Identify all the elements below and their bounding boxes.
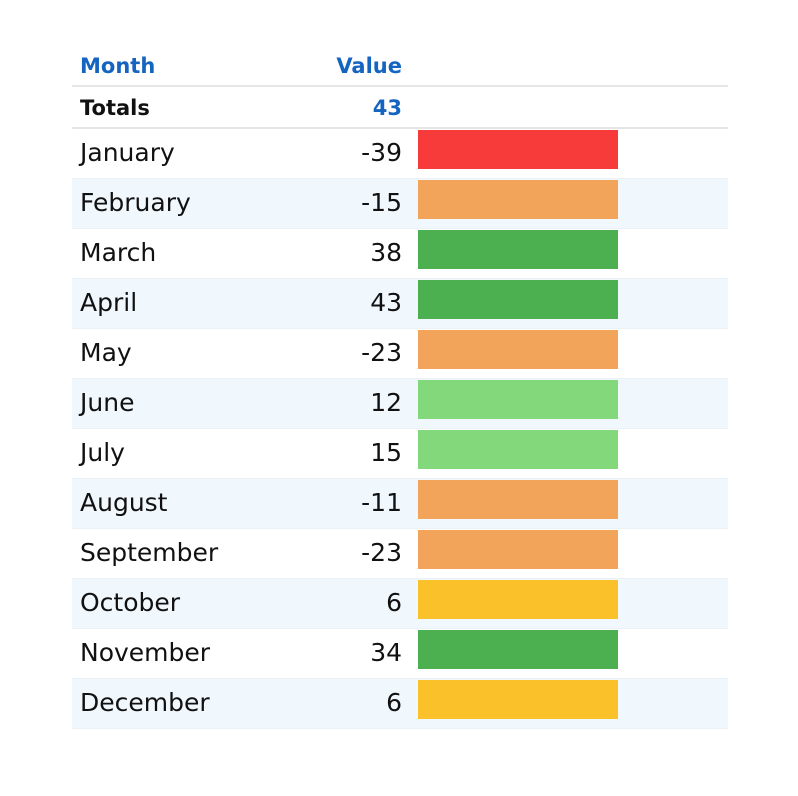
value-cell: 15 bbox=[370, 438, 402, 467]
value-cell: 6 bbox=[386, 688, 402, 717]
data-table: Month Value Totals 43 January -39 February… bbox=[72, 52, 728, 729]
value-cell: -11 bbox=[361, 488, 402, 517]
month-cell: August bbox=[80, 488, 168, 517]
table-row: May -23 bbox=[72, 329, 728, 379]
totals-label: Totals bbox=[80, 96, 150, 120]
table-row: October 6 bbox=[72, 579, 728, 629]
value-cell: -23 bbox=[361, 538, 402, 567]
table-row: June 12 bbox=[72, 379, 728, 429]
table-row: September -23 bbox=[72, 529, 728, 579]
value-cell: 6 bbox=[386, 588, 402, 617]
value-column-header[interactable]: Value bbox=[336, 54, 402, 78]
value-color-bar bbox=[418, 630, 618, 669]
table-row: December 6 bbox=[72, 679, 728, 729]
month-cell: July bbox=[80, 438, 125, 467]
value-color-bar bbox=[418, 380, 618, 419]
value-color-bar bbox=[418, 330, 618, 369]
value-color-bar bbox=[418, 280, 618, 319]
value-color-bar bbox=[418, 130, 618, 169]
value-color-bar bbox=[418, 580, 618, 619]
table-header: Month Value bbox=[72, 52, 728, 87]
table-row: July 15 bbox=[72, 429, 728, 479]
month-cell: March bbox=[80, 238, 157, 267]
table-row: January -39 bbox=[72, 129, 728, 179]
value-cell: 38 bbox=[370, 238, 402, 267]
value-cell: -39 bbox=[361, 138, 402, 167]
totals-row: Totals 43 bbox=[72, 87, 728, 129]
value-color-bar bbox=[418, 680, 618, 719]
value-color-bar bbox=[418, 230, 618, 269]
value-color-bar bbox=[418, 530, 618, 569]
table-body: January -39 February -15 March 38 April 43 May -2… bbox=[72, 129, 728, 729]
month-cell: February bbox=[80, 188, 191, 217]
value-cell: -23 bbox=[361, 338, 402, 367]
month-cell: January bbox=[80, 138, 175, 167]
value-color-bar bbox=[418, 180, 618, 219]
value-cell: 43 bbox=[370, 288, 402, 317]
month-cell: October bbox=[80, 588, 181, 617]
month-cell: June bbox=[80, 388, 135, 417]
month-cell: April bbox=[80, 288, 138, 317]
month-cell: May bbox=[80, 338, 132, 367]
value-color-bar bbox=[418, 430, 618, 469]
value-cell: 34 bbox=[370, 638, 402, 667]
table-row: November 34 bbox=[72, 629, 728, 679]
month-column-header[interactable]: Month bbox=[80, 54, 156, 78]
totals-value: 43 bbox=[372, 96, 402, 120]
table-row: August -11 bbox=[72, 479, 728, 529]
table-row: February -15 bbox=[72, 179, 728, 229]
value-cell: 12 bbox=[370, 388, 402, 417]
month-cell: December bbox=[80, 688, 210, 717]
month-cell: September bbox=[80, 538, 219, 567]
month-cell: November bbox=[80, 638, 211, 667]
value-color-bar bbox=[418, 480, 618, 519]
table-row: March 38 bbox=[72, 229, 728, 279]
table-row: April 43 bbox=[72, 279, 728, 329]
value-cell: -15 bbox=[361, 188, 402, 217]
